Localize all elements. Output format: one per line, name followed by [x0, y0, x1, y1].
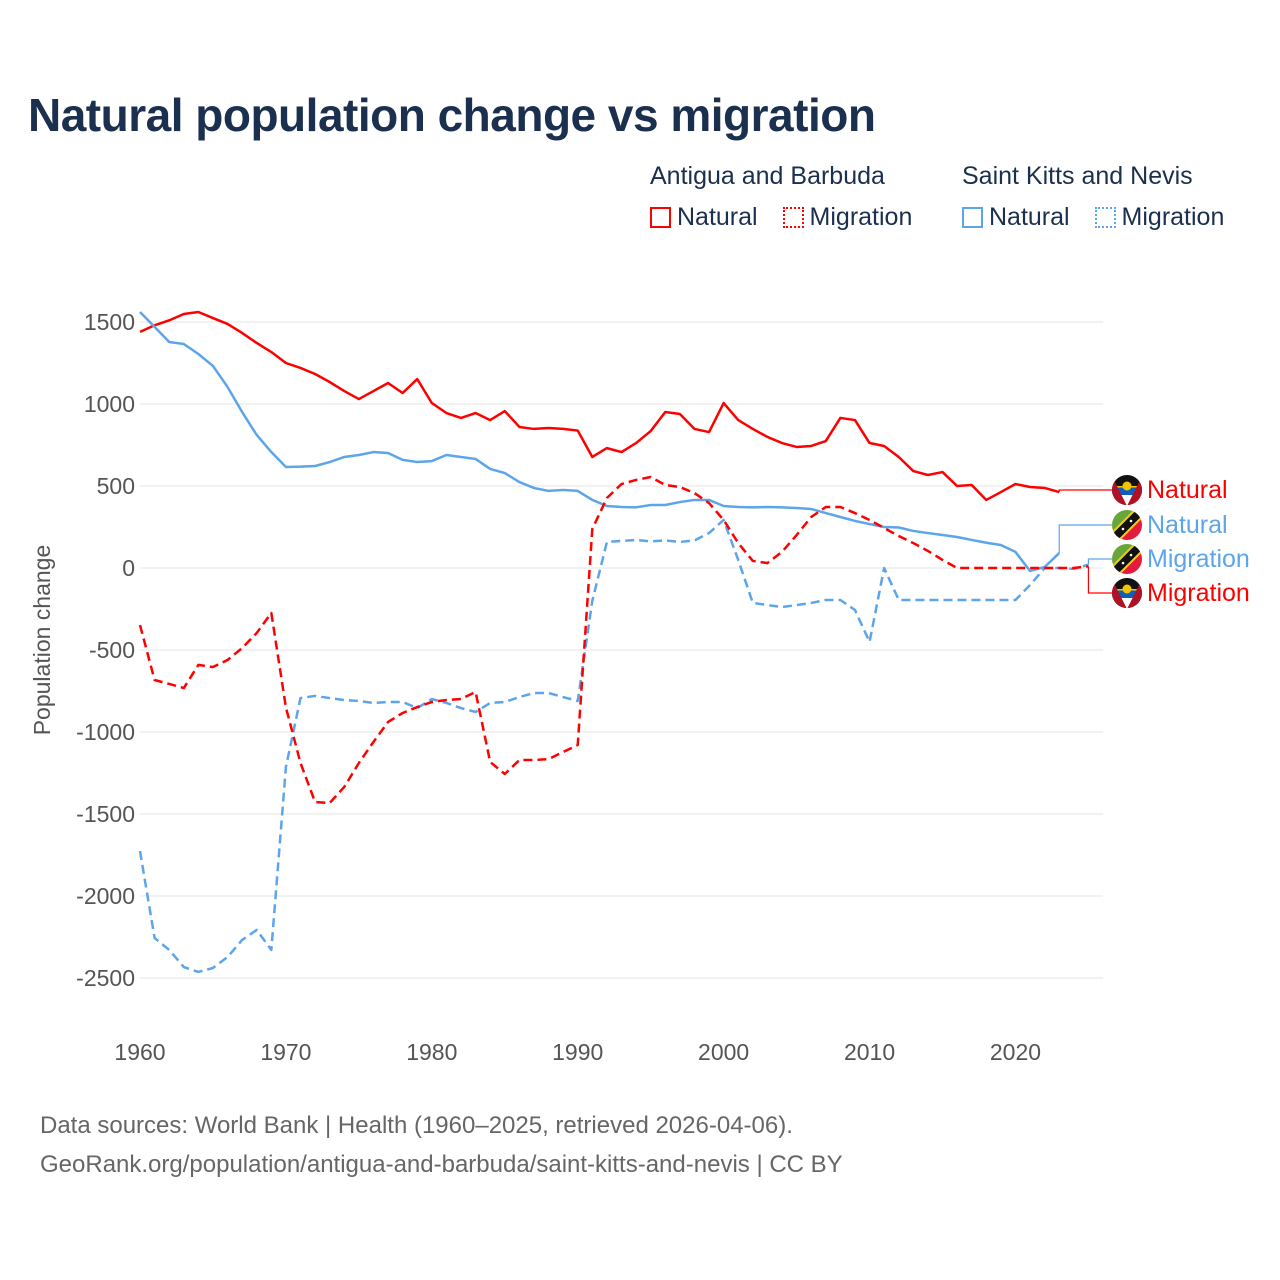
- legend-group-antigua: Antigua and Barbuda Natural Migration: [650, 162, 930, 235]
- y-tick-label: 0: [122, 555, 135, 581]
- end-label-connector: [1087, 558, 1112, 565]
- end-label: Natural: [1147, 476, 1228, 504]
- series-lines: [138, 310, 1089, 974]
- x-tick-label: 1990: [552, 1039, 603, 1065]
- y-tick-label: -2000: [76, 883, 135, 909]
- legend-item-antigua-natural[interactable]: Natural: [650, 203, 758, 232]
- legend-label: Migration: [809, 203, 913, 231]
- end-label: Natural: [1147, 511, 1228, 539]
- data-source-text: Data sources: World Bank | Health (1960–…: [40, 1112, 793, 1139]
- y-tick-label: 500: [97, 473, 135, 499]
- y-tick-label: 1500: [84, 309, 135, 335]
- x-tick-label: 2020: [990, 1039, 1041, 1065]
- legend-item-stkitts-natural[interactable]: Natural: [962, 203, 1070, 232]
- x-tick-label: 1970: [260, 1039, 311, 1065]
- legend-swatch-solid: [962, 207, 983, 228]
- series-line-0[interactable]: [139, 310, 1060, 502]
- legend-label: Natural: [677, 203, 758, 231]
- legend-label: Natural: [989, 203, 1070, 231]
- legend-swatch-dotted: [1094, 207, 1116, 228]
- legend-group-title: Saint Kitts and Nevis: [962, 162, 1193, 190]
- legend-label: Migration: [1121, 203, 1225, 231]
- legend-item-stkitts-migration[interactable]: Migration: [1094, 203, 1225, 232]
- y-tick-label: -2500: [76, 965, 135, 991]
- antigua-flag-icon: [1111, 577, 1143, 609]
- y-tick-label: 1000: [84, 391, 135, 417]
- source-url-text[interactable]: GeoRank.org/population/antigua-and-barbu…: [40, 1151, 843, 1178]
- footer: Data sources: World Bank | Health (1960–…: [40, 1106, 843, 1184]
- y-axis-label: Population change: [29, 545, 55, 736]
- legend-swatch-solid: [650, 207, 671, 228]
- x-tick-label: 2000: [698, 1039, 749, 1065]
- series-line-2[interactable]: [138, 518, 1089, 974]
- legend-swatch-dotted: [782, 207, 804, 228]
- y-tick-label: -1000: [76, 719, 135, 745]
- gridlines: [140, 321, 1103, 979]
- end-labels: Natural Natural Migration Migration: [1058, 474, 1250, 609]
- stkitts-flag-icon: [1111, 543, 1143, 575]
- y-axis-ticks: 1500 1000 500 0 -500 -1000 -1500 -2000 -2500: [76, 309, 135, 991]
- y-tick-label: -500: [89, 637, 135, 663]
- legend-group-stkitts: Saint Kitts and Nevis Natural Migration: [962, 162, 1224, 235]
- series-line-1[interactable]: [139, 311, 1061, 573]
- legend-item-antigua-migration[interactable]: Migration: [782, 203, 913, 232]
- stkitts-flag-icon: [1111, 509, 1143, 541]
- x-tick-label: 2010: [844, 1039, 895, 1065]
- antigua-flag-icon: [1111, 474, 1143, 506]
- legend-group-title: Antigua and Barbuda: [650, 162, 885, 190]
- end-label-connector: [1058, 489, 1112, 493]
- chart-title: Natural population change vs migration: [28, 89, 876, 141]
- x-tick-label: 1960: [114, 1039, 165, 1065]
- end-label: Migration: [1147, 579, 1250, 607]
- x-axis-ticks: 1960 1970 1980 1990 2000 2010 2020: [114, 1039, 1041, 1065]
- end-label-connector: [1058, 524, 1112, 554]
- series-line-3[interactable]: [138, 475, 1089, 805]
- x-tick-label: 1980: [406, 1039, 457, 1065]
- y-tick-label: -1500: [76, 801, 135, 827]
- end-label-connector: [1087, 566, 1112, 594]
- end-label: Migration: [1147, 545, 1250, 573]
